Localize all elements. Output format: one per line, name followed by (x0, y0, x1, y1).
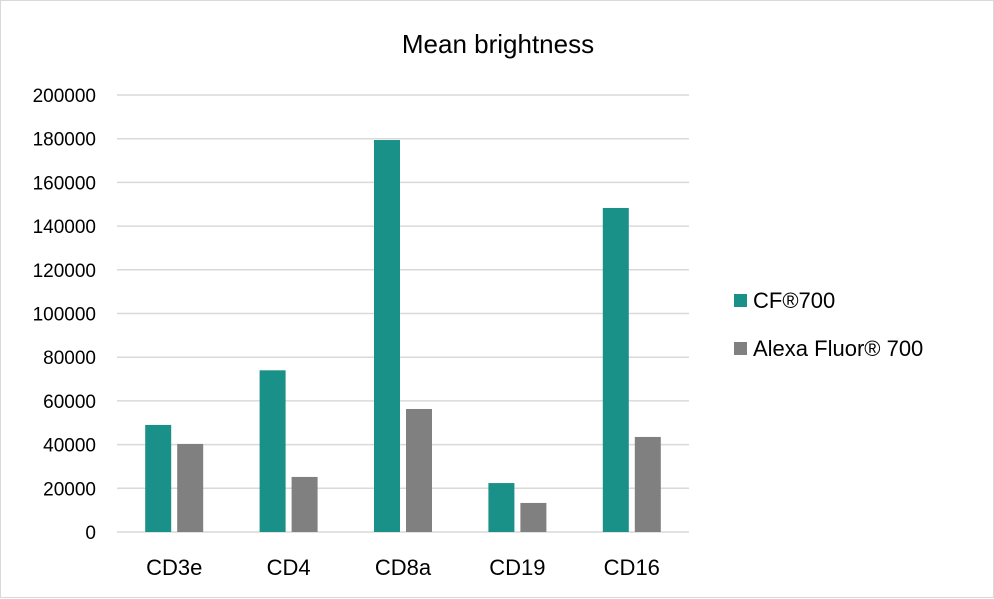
y-tick-label: 180000 (33, 130, 96, 151)
y-tick-label: 140000 (33, 217, 96, 238)
bar-cd16-series-1 (634, 436, 661, 532)
y-tick-label: 120000 (33, 261, 96, 282)
legend-swatch (734, 342, 747, 355)
bar-cd8a-series-0 (374, 140, 400, 533)
bar-cd4-series-1 (291, 476, 318, 532)
bar-cd19-series-0 (488, 483, 515, 532)
y-tick-label: 40000 (43, 436, 96, 457)
gridlines (117, 94, 689, 533)
y-tick-label: 100000 (33, 305, 96, 326)
chart-title: Mean brightness (402, 29, 594, 59)
y-tick-label: 0 (85, 523, 96, 544)
y-axis-ticks: 0 20000 40000 60000 80000 100000 120000 140000 1… (33, 86, 96, 544)
bar-cd8a-series-1 (406, 408, 432, 532)
y-tick-label: 20000 (43, 479, 96, 500)
x-tick-label: CD19 (489, 555, 545, 580)
x-axis-ticks: CD3e CD4 CD8a CD19 CD16 (146, 555, 660, 580)
legend-label: CF®700 (753, 288, 835, 313)
legend: CF®700 Alexa Fluor® 700 (734, 288, 923, 361)
x-tick-label: CD8a (375, 555, 432, 580)
legend-label: Alexa Fluor® 700 (753, 336, 923, 361)
bar-cd3e-series-1 (177, 443, 204, 532)
x-tick-label: CD3e (146, 555, 202, 580)
y-tick-label: 160000 (33, 173, 96, 194)
bar-cd16-series-0 (602, 207, 629, 533)
bar-cd4-series-0 (259, 370, 286, 532)
bar-cd3e-series-0 (145, 424, 172, 532)
bar-cd19-series-1 (520, 502, 547, 532)
y-tick-label: 200000 (33, 86, 96, 107)
bars (145, 140, 661, 533)
y-tick-label: 80000 (43, 348, 96, 369)
legend-swatch (734, 294, 747, 307)
y-tick-label: 60000 (43, 392, 96, 413)
x-tick-label: CD16 (604, 555, 660, 580)
x-tick-label: CD4 (267, 555, 311, 580)
